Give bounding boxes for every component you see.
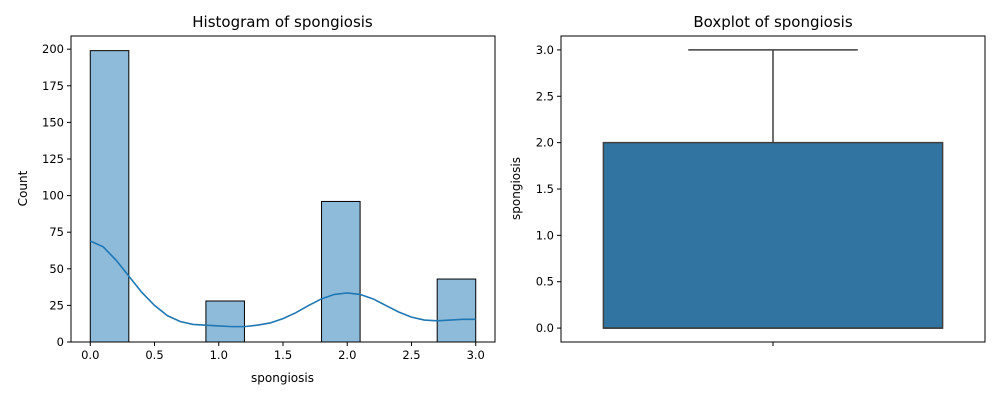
boxplot-y-tick-label-1: 0.5	[536, 275, 554, 289]
histogram-y-tick-label-5: 125	[42, 152, 64, 166]
histogram-y-axis-label: Count	[16, 170, 30, 206]
boxplot-y-tick-label-5: 2.5	[536, 89, 554, 103]
histogram-y-tick-label-7: 175	[42, 79, 64, 93]
boxplot-y-tick-label-0: 0.0	[536, 321, 554, 335]
boxplot-axes-frame	[560, 35, 986, 343]
boxplot-y-tick-label-3: 1.5	[536, 182, 554, 196]
histogram-y-tick-label-3: 75	[49, 225, 64, 239]
boxplot-title: Boxplot of spongiosis	[693, 13, 852, 31]
histogram-bar-6	[321, 200, 361, 343]
histogram-bar-0	[89, 50, 130, 343]
boxplot-box	[602, 141, 944, 329]
boxplot-panel: Boxplot of spongiosis spongiosis 0.0 0.5 1…	[509, 13, 986, 346]
histogram-y-tick-label-1: 25	[49, 298, 64, 312]
histogram-x-tick-label-2: 1.0	[210, 348, 228, 362]
boxplot-marks: 0.0 0.5 1.0 1.5 2.0 2.5 3.0	[536, 43, 944, 346]
histogram-x-tick-label-4: 2.0	[338, 348, 356, 362]
histogram-panel: Histogram of spongiosis spongiosis Count…	[16, 13, 496, 385]
histogram-bar-9	[436, 278, 477, 343]
histogram-y-tick-label-8: 200	[42, 42, 64, 56]
histogram-y-tick-label-2: 50	[49, 262, 64, 276]
histogram-y-tick-label-6: 150	[42, 115, 64, 129]
histogram-x-tick-label-3: 1.5	[274, 348, 292, 362]
boxplot-y-tick-label-4: 2.0	[536, 136, 554, 150]
histogram-marks: 0.0 0.5 1.0 1.5 2.0 2.5 3.0 0 25 50 75 100 125 150 175…	[42, 42, 485, 362]
histogram-y-tick-label-0: 0	[57, 335, 64, 349]
histogram-x-tick-label-5: 2.5	[402, 348, 420, 362]
histogram-title: Histogram of spongiosis	[192, 13, 373, 31]
boxplot-y-axis-label: spongiosis	[509, 157, 523, 220]
histogram-y-tick-label-4: 100	[42, 189, 64, 203]
histogram-x-tick-label-1: 0.5	[145, 348, 163, 362]
kde-line	[89, 240, 476, 328]
boxplot-y-tick-label-2: 1.0	[536, 228, 554, 242]
boxplot-y-tick-label-6: 3.0	[536, 43, 554, 57]
histogram-bar-3	[205, 300, 245, 343]
histogram-x-axis-label: spongiosis	[251, 371, 314, 385]
histogram-x-tick-label-6: 3.0	[467, 348, 485, 362]
histogram-axes-frame	[70, 35, 496, 343]
histogram-x-tick-label-0: 0.0	[81, 348, 99, 362]
